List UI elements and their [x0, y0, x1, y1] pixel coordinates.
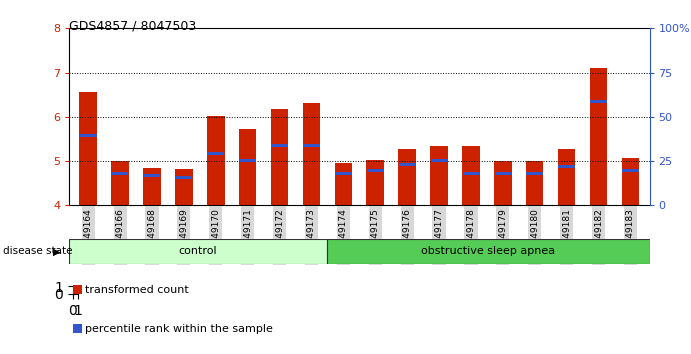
Text: transformed count: transformed count	[85, 285, 189, 295]
Bar	[462, 147, 480, 205]
Bar	[494, 161, 511, 205]
Bar	[334, 163, 352, 205]
Bar	[207, 116, 225, 205]
Bar	[207, 152, 224, 155]
Bar	[327, 239, 650, 264]
Text: disease state: disease state	[3, 246, 73, 256]
Bar	[399, 163, 415, 166]
Bar	[143, 168, 161, 205]
Text: control: control	[179, 246, 218, 256]
Bar	[112, 172, 129, 175]
Bar	[144, 174, 160, 177]
Text: ▶: ▶	[53, 246, 61, 256]
Bar	[175, 169, 193, 205]
Bar	[495, 172, 511, 175]
Text: percentile rank within the sample: percentile rank within the sample	[85, 324, 273, 333]
Bar	[430, 159, 447, 162]
Bar	[589, 68, 607, 205]
Bar	[69, 239, 327, 264]
Bar	[80, 134, 97, 137]
Bar	[622, 169, 638, 172]
Bar	[176, 176, 192, 179]
Bar	[622, 158, 639, 205]
Bar	[111, 161, 129, 205]
Bar	[303, 144, 320, 147]
Bar	[239, 159, 256, 162]
Bar	[272, 144, 288, 147]
Bar	[271, 109, 288, 205]
Bar	[366, 160, 384, 205]
Text: GDS4857 / 8047503: GDS4857 / 8047503	[69, 19, 196, 33]
Bar	[462, 172, 480, 175]
Bar	[335, 172, 352, 175]
Text: obstructive sleep apnea: obstructive sleep apnea	[422, 246, 556, 256]
Bar	[527, 172, 543, 175]
Bar	[367, 169, 384, 172]
Bar	[430, 145, 448, 205]
Bar	[526, 161, 544, 205]
Bar	[79, 92, 97, 205]
Bar	[558, 149, 576, 205]
Bar	[399, 149, 416, 205]
Bar	[558, 165, 575, 168]
Bar	[303, 103, 320, 205]
Bar	[590, 100, 607, 103]
Bar	[239, 129, 256, 205]
